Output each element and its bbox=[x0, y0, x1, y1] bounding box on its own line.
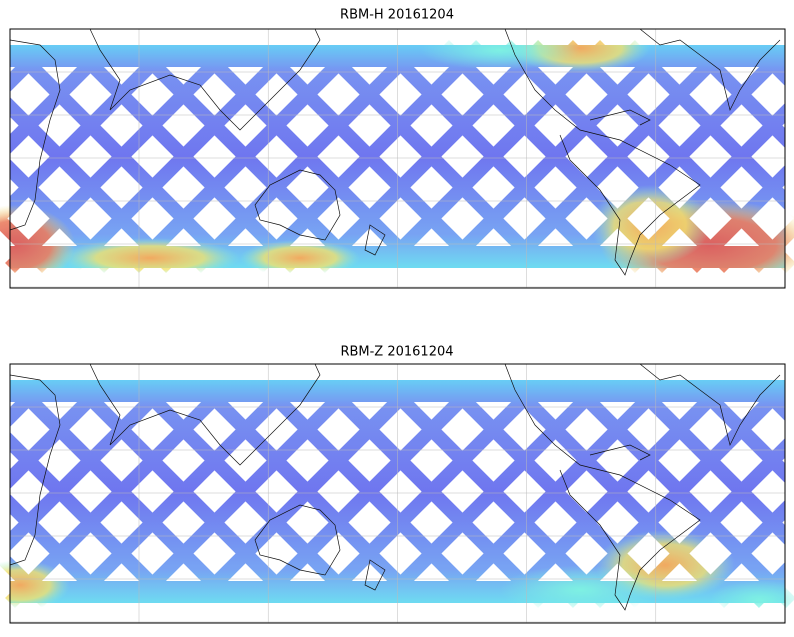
field-blob bbox=[500, 565, 660, 615]
coastline bbox=[364, 224, 386, 256]
field-blob bbox=[710, 580, 794, 620]
coastline bbox=[9, 374, 61, 566]
coastline bbox=[254, 504, 341, 576]
swath-field bbox=[0, 23, 794, 290]
field-blob bbox=[420, 30, 580, 70]
panel-title: RBM-Z 20161204 bbox=[340, 345, 453, 360]
coastline bbox=[589, 109, 651, 126]
coastlines bbox=[9, 28, 781, 276]
map-frame bbox=[9, 28, 786, 289]
coastline bbox=[504, 28, 701, 276]
coastline bbox=[9, 39, 61, 231]
field-blob bbox=[0, 205, 75, 285]
coastline bbox=[639, 363, 781, 447]
swath-field bbox=[0, 380, 794, 620]
field-blob bbox=[0, 560, 70, 610]
panel-title: RBM-H 20161204 bbox=[340, 8, 454, 23]
coastline bbox=[504, 363, 701, 611]
coastline bbox=[89, 363, 321, 466]
coastlines bbox=[9, 363, 781, 611]
coastline bbox=[639, 28, 781, 112]
coastline bbox=[89, 28, 321, 131]
map-frame bbox=[9, 363, 786, 624]
coastline bbox=[589, 444, 651, 461]
field-blob bbox=[60, 238, 240, 278]
coastline bbox=[364, 559, 386, 591]
coastline bbox=[254, 169, 341, 241]
field-blob bbox=[240, 240, 360, 276]
